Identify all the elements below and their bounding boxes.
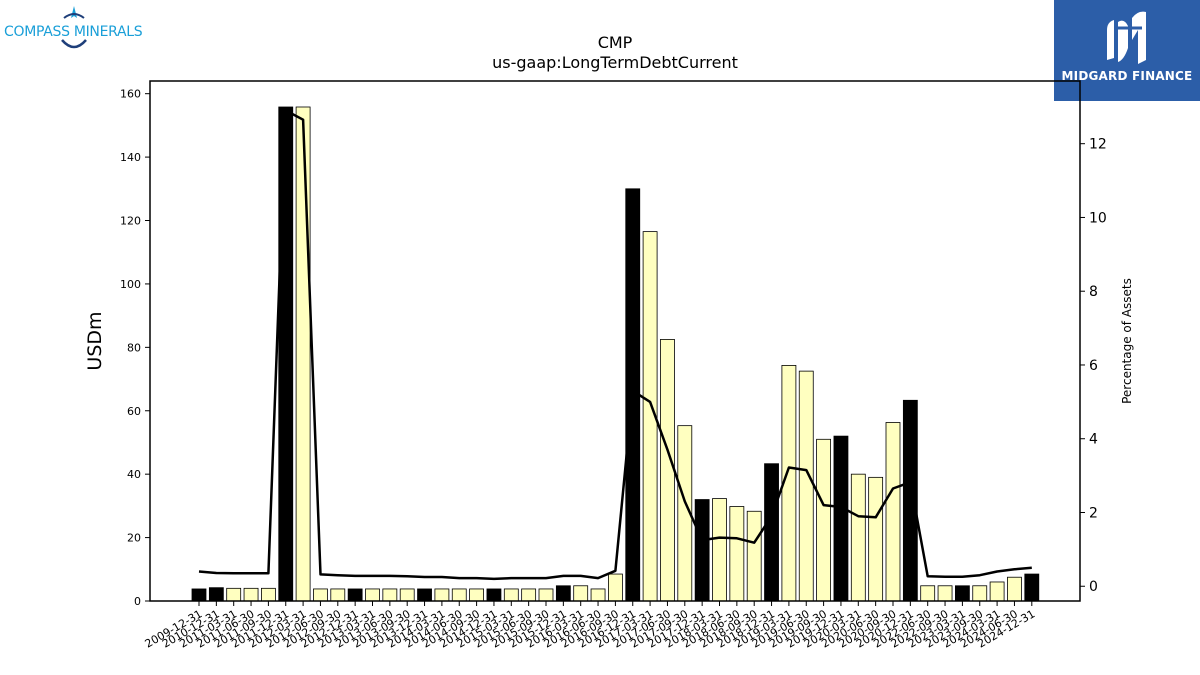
bar bbox=[937, 585, 953, 602]
bar bbox=[538, 588, 554, 602]
bar bbox=[521, 588, 537, 602]
bar bbox=[902, 399, 918, 602]
y-tick-label: 120 bbox=[120, 215, 141, 228]
chart-subtitle: us-gaap:LongTermDebtCurrent bbox=[492, 53, 738, 72]
right-axis: 0 2 4 6 8 10 12 bbox=[1080, 137, 1107, 595]
bar bbox=[764, 463, 779, 602]
bar bbox=[608, 573, 623, 602]
y2-tick-label: 2 bbox=[1089, 505, 1098, 521]
bar bbox=[451, 588, 467, 602]
midgard-finance-wordmark: MIDGARD FINANCE bbox=[1061, 69, 1193, 83]
y2-tick-label: 4 bbox=[1089, 432, 1098, 448]
bar bbox=[399, 588, 415, 602]
bar bbox=[503, 588, 519, 602]
y-tick-label: 0 bbox=[134, 595, 141, 608]
y-axis-label: USDm bbox=[84, 311, 106, 370]
percentage-line-series bbox=[198, 109, 1032, 581]
y2-tick-label: 10 bbox=[1089, 210, 1107, 226]
bar bbox=[278, 106, 294, 602]
bar bbox=[712, 498, 727, 602]
y-tick-label: 40 bbox=[127, 468, 141, 481]
bar bbox=[798, 370, 814, 602]
midgard-finance-logo: MIDGARD FINANCE bbox=[1054, 0, 1200, 101]
midgard-m-icon bbox=[1107, 11, 1146, 65]
bar bbox=[208, 587, 224, 602]
y-tick-label: 80 bbox=[127, 341, 141, 354]
bar bbox=[1007, 576, 1022, 602]
y2-tick-label: 8 bbox=[1089, 284, 1098, 300]
bar bbox=[573, 585, 589, 602]
y-tick-label: 60 bbox=[127, 405, 141, 418]
percentage-line bbox=[198, 109, 1032, 581]
y2-axis-label: Percentage of Assets bbox=[1120, 278, 1134, 404]
bar bbox=[1024, 573, 1040, 602]
bar bbox=[243, 587, 259, 602]
chart-title: CMP bbox=[597, 33, 633, 52]
bar bbox=[850, 473, 866, 602]
bar bbox=[989, 581, 1005, 602]
bar-series bbox=[191, 106, 1040, 602]
bar bbox=[347, 588, 363, 602]
bar bbox=[555, 585, 571, 602]
bar bbox=[469, 588, 485, 602]
bar bbox=[295, 106, 311, 602]
compass-minerals-logo: COMPASS MINERALS bbox=[4, 6, 154, 52]
compass-star-icon bbox=[61, 6, 87, 49]
bar bbox=[434, 588, 450, 602]
bar bbox=[972, 585, 988, 602]
bar bbox=[365, 588, 380, 602]
bar bbox=[417, 588, 432, 602]
compass-minerals-wordmark: COMPASS MINERALS bbox=[4, 24, 143, 40]
left-axis: 0 20 40 60 80 100 120 140 160 bbox=[120, 88, 150, 608]
y2-tick-label: 12 bbox=[1089, 137, 1107, 153]
y2-tick-label: 0 bbox=[1089, 579, 1098, 595]
bar bbox=[486, 588, 502, 602]
y2-tick-label: 6 bbox=[1089, 358, 1098, 374]
bar bbox=[226, 587, 242, 602]
bar bbox=[313, 588, 328, 602]
bar bbox=[816, 438, 831, 602]
bar bbox=[833, 435, 849, 602]
bar bbox=[191, 588, 207, 602]
bar bbox=[920, 585, 936, 602]
bar bbox=[260, 587, 276, 602]
x-axis: 2009-12-312010-12-312011-03-312011-06-30… bbox=[143, 601, 1037, 651]
bar bbox=[382, 588, 398, 602]
y-tick-label: 20 bbox=[127, 532, 141, 545]
y-tick-label: 140 bbox=[120, 151, 141, 164]
bar bbox=[746, 510, 762, 602]
bar bbox=[660, 339, 675, 602]
y-tick-label: 160 bbox=[120, 88, 141, 101]
y-tick-label: 100 bbox=[120, 278, 141, 291]
bar bbox=[694, 499, 710, 602]
bar bbox=[590, 588, 606, 602]
bar bbox=[330, 588, 346, 602]
bar bbox=[955, 585, 970, 602]
bar bbox=[729, 506, 745, 602]
bar bbox=[885, 422, 901, 602]
bar bbox=[868, 476, 884, 602]
